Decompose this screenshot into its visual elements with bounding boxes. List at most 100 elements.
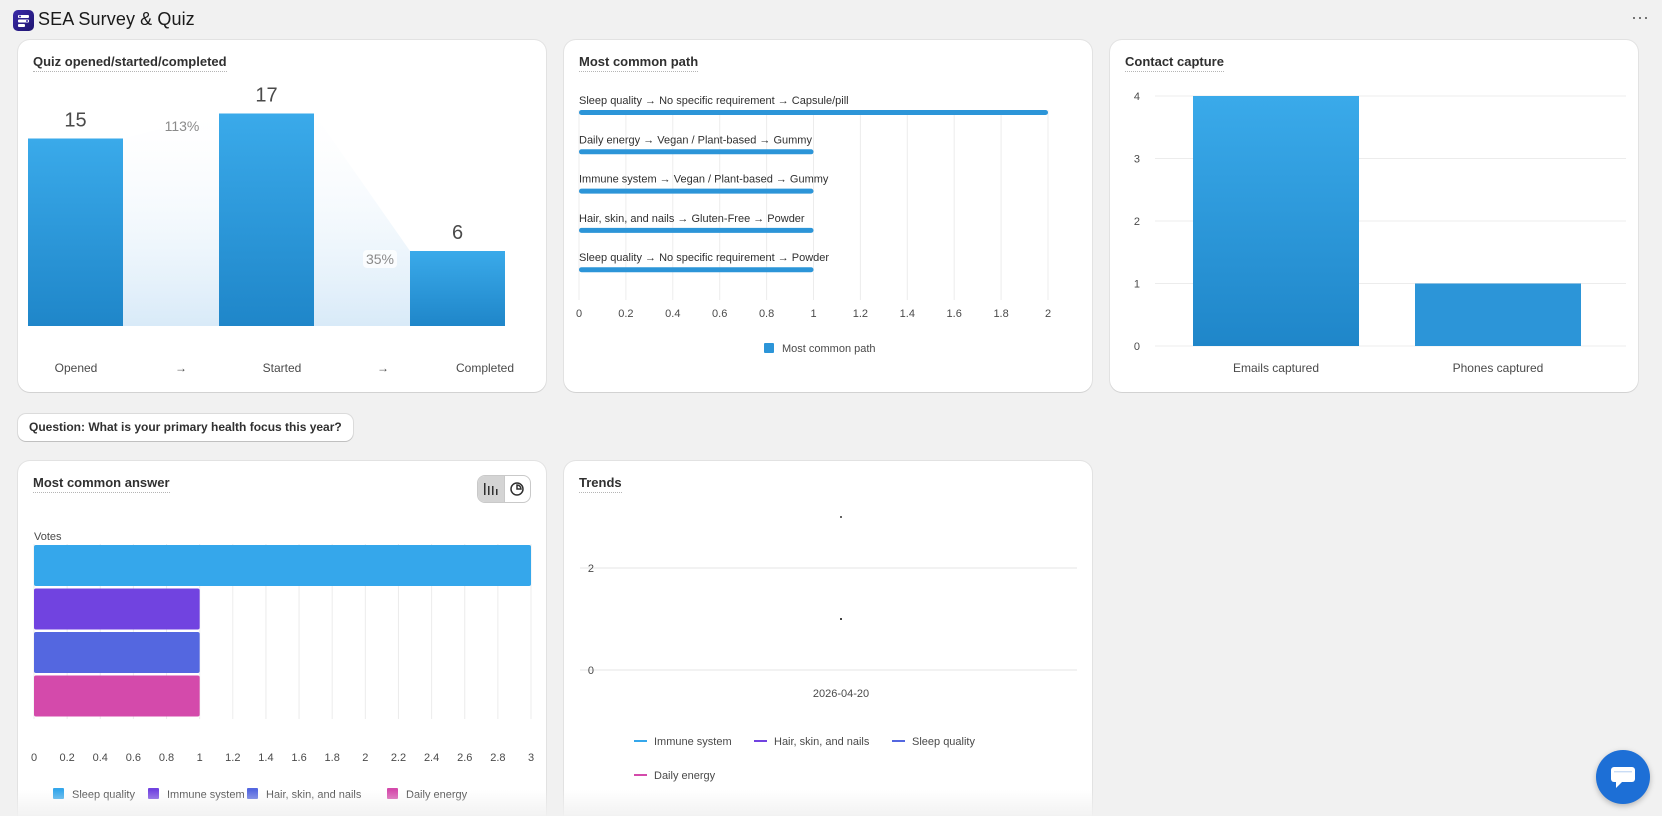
legend-swatch-immune-system bbox=[148, 788, 159, 799]
answer-bar-immune-system bbox=[34, 588, 200, 630]
x-tick-label: 0.2 bbox=[59, 752, 74, 764]
x-tick-label: 0.6 bbox=[126, 752, 141, 764]
path-label-5: Sleep quality → No specific requirement … bbox=[579, 252, 829, 264]
chat-button[interactable] bbox=[1596, 750, 1650, 804]
answer-bar-hair-skin-and-nails bbox=[34, 632, 200, 673]
path-bar-5 bbox=[579, 267, 814, 273]
funnel-value-completed: 6 bbox=[452, 222, 463, 244]
pie-chart-icon[interactable] bbox=[503, 476, 530, 502]
legend-label-hair-skin-and-nails: Hair, skin, and nails bbox=[774, 736, 870, 748]
trends-chart: 0 2 2026-04-20 Immune system Hair, skin, and… bbox=[580, 516, 1077, 782]
y-tick-label: 0 bbox=[1134, 341, 1140, 353]
path-bar-2 bbox=[579, 149, 814, 155]
x-tick-label: 1.6 bbox=[947, 308, 962, 320]
funnel-bar-opened bbox=[28, 138, 123, 326]
app-title: SEA Survey & Quiz bbox=[38, 9, 195, 29]
y-tick-label: 2 bbox=[588, 563, 594, 575]
x-tick-label-emails-captured: Emails captured bbox=[1233, 361, 1319, 375]
survey-app-icon bbox=[13, 10, 34, 31]
x-tick-label: 1 bbox=[810, 308, 816, 320]
x-tick-label: 0.8 bbox=[759, 308, 774, 320]
answer-bar-daily-energy bbox=[34, 675, 200, 717]
x-tick-label: 3 bbox=[528, 752, 534, 764]
x-tick-label: 0 bbox=[576, 308, 582, 320]
x-tick-label: 2 bbox=[362, 752, 368, 764]
path-label-4: Hair, skin, and nails → Gluten-Free → Po… bbox=[579, 213, 805, 225]
trend-point-daily-energy bbox=[840, 618, 842, 620]
x-tick-label: 1.8 bbox=[325, 752, 340, 764]
answers-card-title[interactable]: Most common answer bbox=[33, 475, 170, 493]
contact-card-title[interactable]: Contact capture bbox=[1125, 54, 1224, 72]
x-tick-label: 2 bbox=[1045, 308, 1051, 320]
legend-swatch bbox=[764, 343, 774, 353]
answers-chart: Votes 0 0.2 0.4 0.6 0.8 1 1.2 1.4 1.6 1.8 2 2.2 2.4 2.… bbox=[31, 531, 534, 801]
bar-phones-captured bbox=[1415, 283, 1581, 346]
y-tick-label: 4 bbox=[1134, 91, 1140, 103]
x-tick-label: 1 bbox=[197, 752, 203, 764]
funnel-conversion-1: 113% bbox=[165, 118, 200, 134]
answers-card: Most common answer Votes 0 0.2 0.4 0.6 0.8 1 1.… bbox=[18, 461, 546, 816]
y-tick-label: 0 bbox=[588, 665, 594, 677]
legend-label-immune-system: Immune system bbox=[167, 789, 245, 801]
y-tick-label: 1 bbox=[1134, 279, 1140, 291]
x-tick-label: 2.6 bbox=[457, 752, 472, 764]
legend-label-daily-energy: Daily energy bbox=[406, 789, 468, 801]
bar-emails-captured bbox=[1193, 96, 1359, 346]
trend-point-sleep-quality bbox=[840, 516, 842, 518]
x-tick-label: 0.6 bbox=[712, 308, 727, 320]
x-tick-label: 2.4 bbox=[424, 752, 439, 764]
funnel-chart: 15 17 6 113% 35% Opened → Started → Comp… bbox=[28, 85, 514, 375]
chat-icon bbox=[1611, 767, 1635, 788]
x-tick-label: 1.2 bbox=[225, 752, 240, 764]
top-bar: SEA Survey & Quiz ··· bbox=[0, 0, 1662, 44]
legend-swatch-hair-skin-and-nails bbox=[247, 788, 258, 799]
path-bar-3 bbox=[579, 188, 814, 194]
arrow-icon: → bbox=[175, 361, 187, 375]
legend-swatch-daily-energy bbox=[387, 788, 398, 799]
arrow-icon: → bbox=[377, 361, 389, 375]
x-tick-label-phones-captured: Phones captured bbox=[1453, 361, 1544, 375]
funnel-bar-started bbox=[219, 113, 314, 326]
x-tick-label: 0.8 bbox=[159, 752, 174, 764]
x-tick-label: 0.4 bbox=[93, 752, 108, 764]
legend-label-sleep-quality: Sleep quality bbox=[72, 789, 135, 801]
funnel-label-started: Started bbox=[263, 361, 302, 375]
path-label-2: Daily energy → Vegan / Plant-based → Gum… bbox=[579, 134, 812, 146]
more-actions-button[interactable]: ··· bbox=[1631, 7, 1649, 27]
bar-chart-icon[interactable] bbox=[478, 476, 504, 502]
funnel-card: Quiz opened/started/completed 15 17 6 11… bbox=[18, 40, 546, 392]
path-bar-4 bbox=[579, 227, 814, 233]
funnel-value-opened: 15 bbox=[64, 110, 86, 132]
x-tick-label: 1.8 bbox=[993, 308, 1008, 320]
answer-bar-sleep-quality bbox=[34, 545, 531, 586]
contact-card: Contact capture 0 1 2 3 4 Emails captured Phon… bbox=[1110, 40, 1638, 392]
contact-chart: 0 1 2 3 4 Emails captured Phones captured bbox=[1134, 91, 1626, 375]
legend-label-daily-energy: Daily energy bbox=[654, 770, 716, 782]
funnel-bar-completed bbox=[410, 251, 505, 326]
x-tick-label: 2026-04-20 bbox=[813, 688, 869, 700]
funnel-flow-1 bbox=[123, 113, 219, 326]
trends-card-title[interactable]: Trends bbox=[579, 475, 622, 493]
legend-label-sleep-quality: Sleep quality bbox=[912, 736, 975, 748]
funnel-value-started: 17 bbox=[255, 85, 277, 107]
x-tick-label: 2.2 bbox=[391, 752, 406, 764]
y-axis-title: Votes bbox=[34, 531, 62, 543]
path-bar-1 bbox=[579, 110, 1048, 115]
funnel-label-completed: Completed bbox=[456, 361, 514, 375]
legend-swatch-sleep-quality bbox=[53, 788, 64, 799]
x-tick-label: 1.4 bbox=[900, 308, 915, 320]
y-tick-label: 2 bbox=[1134, 216, 1140, 228]
chart-type-toggle bbox=[477, 475, 531, 503]
paths-card-title[interactable]: Most common path bbox=[579, 54, 699, 72]
trends-card: Trends 0 2 2026-04-20 Immune system Hair, sk… bbox=[564, 461, 1092, 816]
x-tick-label: 0.2 bbox=[618, 308, 633, 320]
x-tick-label: 0.4 bbox=[665, 308, 680, 320]
x-tick-label: 1.6 bbox=[291, 752, 306, 764]
x-tick-label: 0 bbox=[31, 752, 37, 764]
x-tick-label: 1.4 bbox=[258, 752, 273, 764]
paths-chart: 0 0.2 0.4 0.6 0.8 1 1.2 1.4 1.6 1.8 2 Sleep quality… bbox=[576, 95, 1051, 355]
funnel-flow-2 bbox=[314, 113, 410, 326]
funnel-card-title[interactable]: Quiz opened/started/completed bbox=[33, 54, 227, 72]
x-tick-label: 1.2 bbox=[853, 308, 868, 320]
funnel-conversion-2-bg bbox=[363, 250, 397, 268]
